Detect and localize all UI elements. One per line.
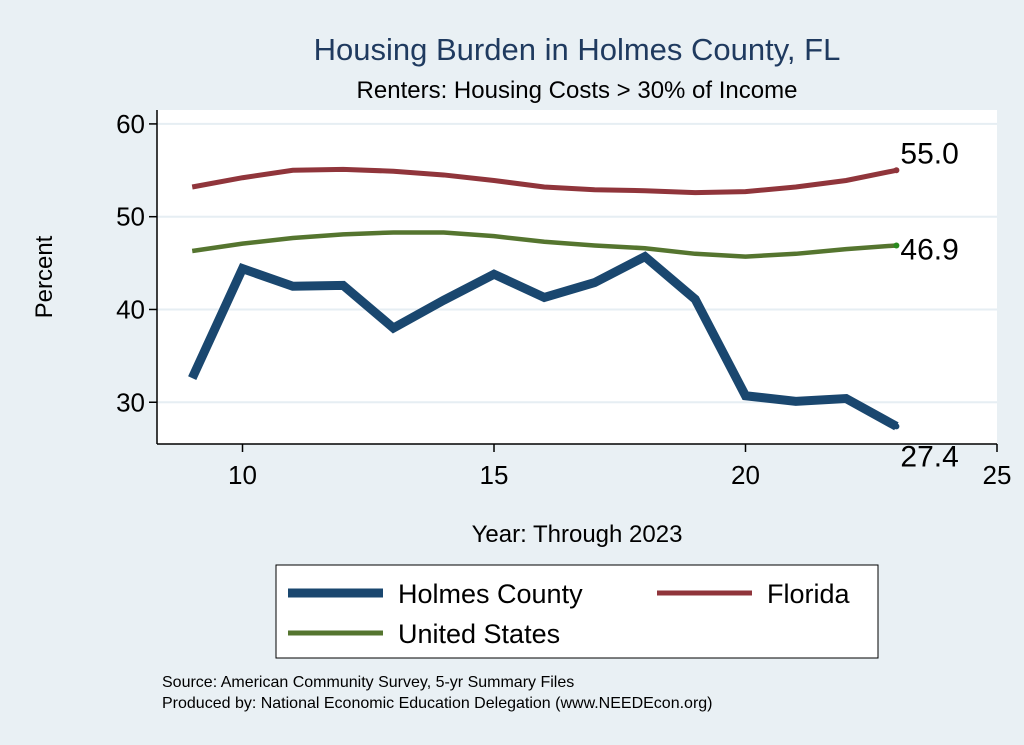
legend-box [275,564,879,659]
chart-subtitle: Renters: Housing Costs > 30% of Income [357,77,798,104]
producer-note: Produced by: National Economic Education… [162,695,713,712]
y-tick-label: 50 [116,202,145,232]
y-tick-label: 40 [116,294,145,324]
end-label-holmes-county: 27.4 [900,440,958,473]
legend-label-united-states: United States [398,619,560,649]
series-line-florida [191,166,897,196]
end-label-florida: 55.0 [900,137,958,170]
end-point-florida [893,167,900,174]
x-axis-title: Year: Through 2023 [472,521,683,548]
y-tick-label: 30 [116,387,145,417]
legend-label-holmes-county: Holmes County [398,579,583,609]
end-label-united-states: 46.9 [900,233,958,266]
axes: 30 40 50 60 10 15 20 25 [116,109,1011,490]
x-tick-label: 15 [480,460,509,490]
x-tick-label: 20 [731,460,760,490]
series-lines [188,166,900,431]
legend: Holmes County Florida United States [275,564,879,659]
source-note: Source: American Community Survey, 5-yr … [162,674,574,691]
y-axis-title: Percent [31,235,58,318]
end-point-holmes-county [893,423,900,430]
chart-title: Housing Burden in Holmes County, FL [314,32,841,67]
y-tick-label: 60 [116,109,145,139]
series-line-united-states [191,230,897,259]
plot-area [157,110,997,444]
end-labels: 27.4 55.0 46.9 [900,137,958,473]
legend-label-florida: Florida [767,579,851,609]
end-point-united-states [893,242,900,249]
x-tick-label: 25 [983,460,1012,490]
series-line-holmes-county [188,251,899,431]
x-tick-label: 10 [228,460,257,490]
